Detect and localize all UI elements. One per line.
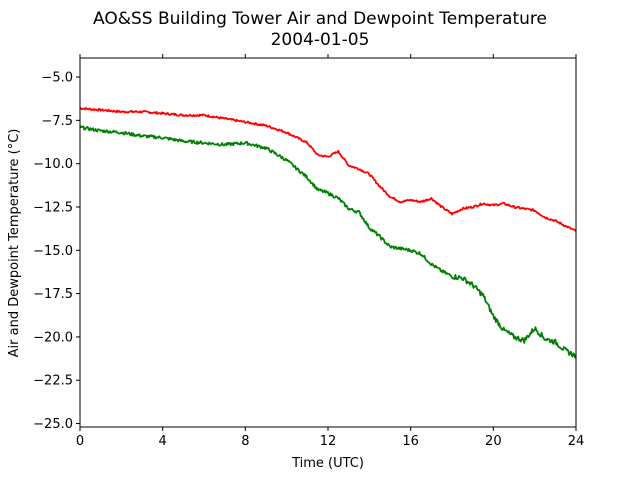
chart-title: AO&SS Building Tower Air and Dewpoint Te… (93, 9, 547, 29)
x-tick-label: 24 (568, 434, 585, 449)
y-tick-label: −20.0 (33, 330, 73, 345)
y-axis-label: Air and Dewpoint Temperature (°C) (7, 129, 22, 358)
y-tick-label: −17.5 (33, 287, 73, 302)
y-tick-label: −25.0 (33, 417, 73, 432)
chart-subtitle: 2004-01-05 (271, 30, 370, 50)
plot-frame (79, 57, 577, 428)
x-tick-label: 12 (320, 434, 337, 449)
x-axis: 0 4 8 12 16 20 24 (76, 54, 584, 449)
y-tick-label: −15.0 (33, 244, 73, 259)
y-tick-label: −10.0 (33, 157, 73, 172)
y-tick-label: −7.5 (41, 114, 73, 129)
y-tick-label: −5.0 (41, 71, 73, 86)
x-tick-label: 8 (241, 434, 249, 449)
air-temperature-line (79, 107, 577, 232)
dewpoint-temperature-line (79, 125, 577, 359)
series-layer (79, 107, 577, 359)
x-tick-label: 4 (159, 434, 167, 449)
x-tick-label: 16 (402, 434, 419, 449)
x-axis-label: Time (UTC) (291, 456, 364, 471)
x-tick-label: 20 (485, 434, 502, 449)
y-tick-label: −12.5 (33, 200, 73, 215)
plot-area (79, 57, 577, 428)
x-tick-label: 0 (76, 434, 84, 449)
y-tick-label: −22.5 (33, 374, 73, 389)
y-axis: −25.0 −22.5 −20.0 −17.5 −15.0 −12.5 −10.0 −7.5 −… (33, 71, 80, 432)
